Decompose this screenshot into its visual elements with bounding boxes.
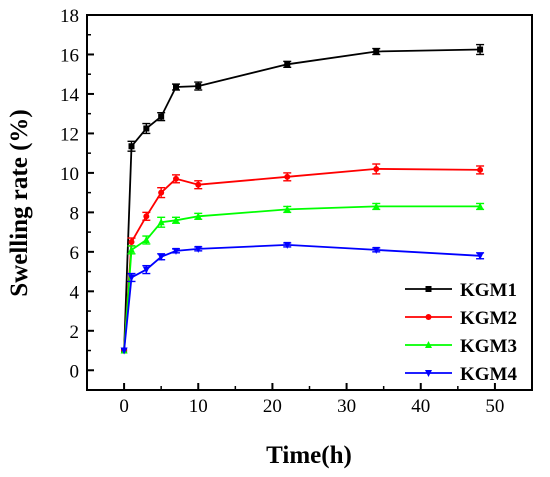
y-tick-label: 14 bbox=[60, 85, 80, 106]
data-point bbox=[157, 218, 165, 226]
data-point bbox=[284, 173, 291, 180]
data-point bbox=[372, 202, 380, 210]
data-point bbox=[195, 83, 202, 90]
x-tick-label: 30 bbox=[337, 396, 356, 417]
series-kgm2 bbox=[121, 163, 485, 354]
series-kgm3 bbox=[120, 202, 485, 354]
y-tick-label: 2 bbox=[70, 322, 80, 343]
x-tick-label: 10 bbox=[189, 396, 208, 417]
plot-frame bbox=[86, 14, 533, 391]
data-point bbox=[128, 274, 135, 282]
y-tick-label: 4 bbox=[70, 282, 80, 303]
legend-item-kgm1: KGM1 bbox=[405, 280, 517, 301]
legend-label: KGM2 bbox=[460, 308, 517, 329]
data-point bbox=[194, 245, 202, 253]
y-axis-title: Swelling rate (%) bbox=[6, 109, 33, 296]
series-line-kgm2 bbox=[123, 167, 481, 351]
legend: KGM1 KGM2 KGM3 KGM4 bbox=[405, 280, 517, 385]
legend-item-kgm3: KGM3 bbox=[405, 336, 517, 357]
data-point bbox=[142, 236, 150, 243]
data-point bbox=[120, 347, 128, 355]
x-tick-label: 20 bbox=[263, 396, 282, 417]
legend-item-kgm4: KGM4 bbox=[405, 364, 517, 385]
x-tick-label: 40 bbox=[411, 396, 430, 417]
data-point bbox=[194, 212, 202, 220]
x-tick-label: 0 bbox=[119, 396, 129, 417]
x-axis-title: Time(h) bbox=[266, 442, 352, 469]
data-point bbox=[477, 166, 484, 173]
data-point bbox=[128, 143, 135, 150]
series-line-kgm3 bbox=[123, 205, 481, 351]
y-tick-label: 6 bbox=[70, 243, 80, 264]
data-point bbox=[142, 266, 150, 274]
series-line-kgm4 bbox=[123, 243, 481, 351]
ticks-layer: 0 10 20 30 40 50 0 2 4 6 8 10 12 14 16 18 bbox=[60, 6, 504, 417]
data-point bbox=[158, 189, 165, 196]
series-kgm1 bbox=[121, 43, 485, 354]
series-kgm4 bbox=[120, 241, 485, 355]
legend-label: KGM4 bbox=[460, 364, 517, 385]
data-point bbox=[143, 125, 150, 132]
data-point bbox=[283, 241, 291, 249]
data-point bbox=[158, 113, 165, 120]
legend-item-kgm2: KGM2 bbox=[405, 308, 517, 329]
data-point bbox=[284, 61, 291, 68]
legend-marker bbox=[425, 314, 432, 320]
y-tick-label: 16 bbox=[60, 45, 79, 66]
y-tick-label: 8 bbox=[70, 203, 80, 224]
marks-layer bbox=[120, 43, 485, 355]
data-point bbox=[477, 46, 484, 53]
legend-marker bbox=[425, 286, 432, 292]
data-point bbox=[476, 202, 484, 210]
x-tick-label: 50 bbox=[485, 396, 504, 417]
data-point bbox=[172, 216, 180, 224]
y-tick-label: 18 bbox=[60, 6, 79, 27]
y-tick-label: 12 bbox=[60, 124, 79, 145]
data-point bbox=[373, 48, 380, 55]
y-tick-label: 10 bbox=[60, 164, 79, 185]
data-point bbox=[372, 246, 380, 254]
data-point bbox=[143, 213, 150, 220]
y-tick-label: 0 bbox=[70, 361, 80, 382]
legend-marker bbox=[425, 341, 432, 348]
series-line-kgm1 bbox=[123, 48, 481, 351]
data-point bbox=[128, 238, 135, 245]
legend-label: KGM1 bbox=[460, 280, 517, 301]
data-point bbox=[173, 84, 179, 91]
legend-marker bbox=[425, 370, 432, 377]
data-point bbox=[476, 252, 484, 260]
data-point bbox=[373, 165, 380, 172]
data-point bbox=[283, 205, 291, 213]
data-point bbox=[173, 175, 179, 182]
data-point bbox=[172, 247, 180, 255]
data-point bbox=[195, 181, 202, 188]
data-point bbox=[157, 253, 165, 261]
data-point bbox=[128, 245, 135, 253]
legend-label: KGM3 bbox=[460, 336, 517, 357]
